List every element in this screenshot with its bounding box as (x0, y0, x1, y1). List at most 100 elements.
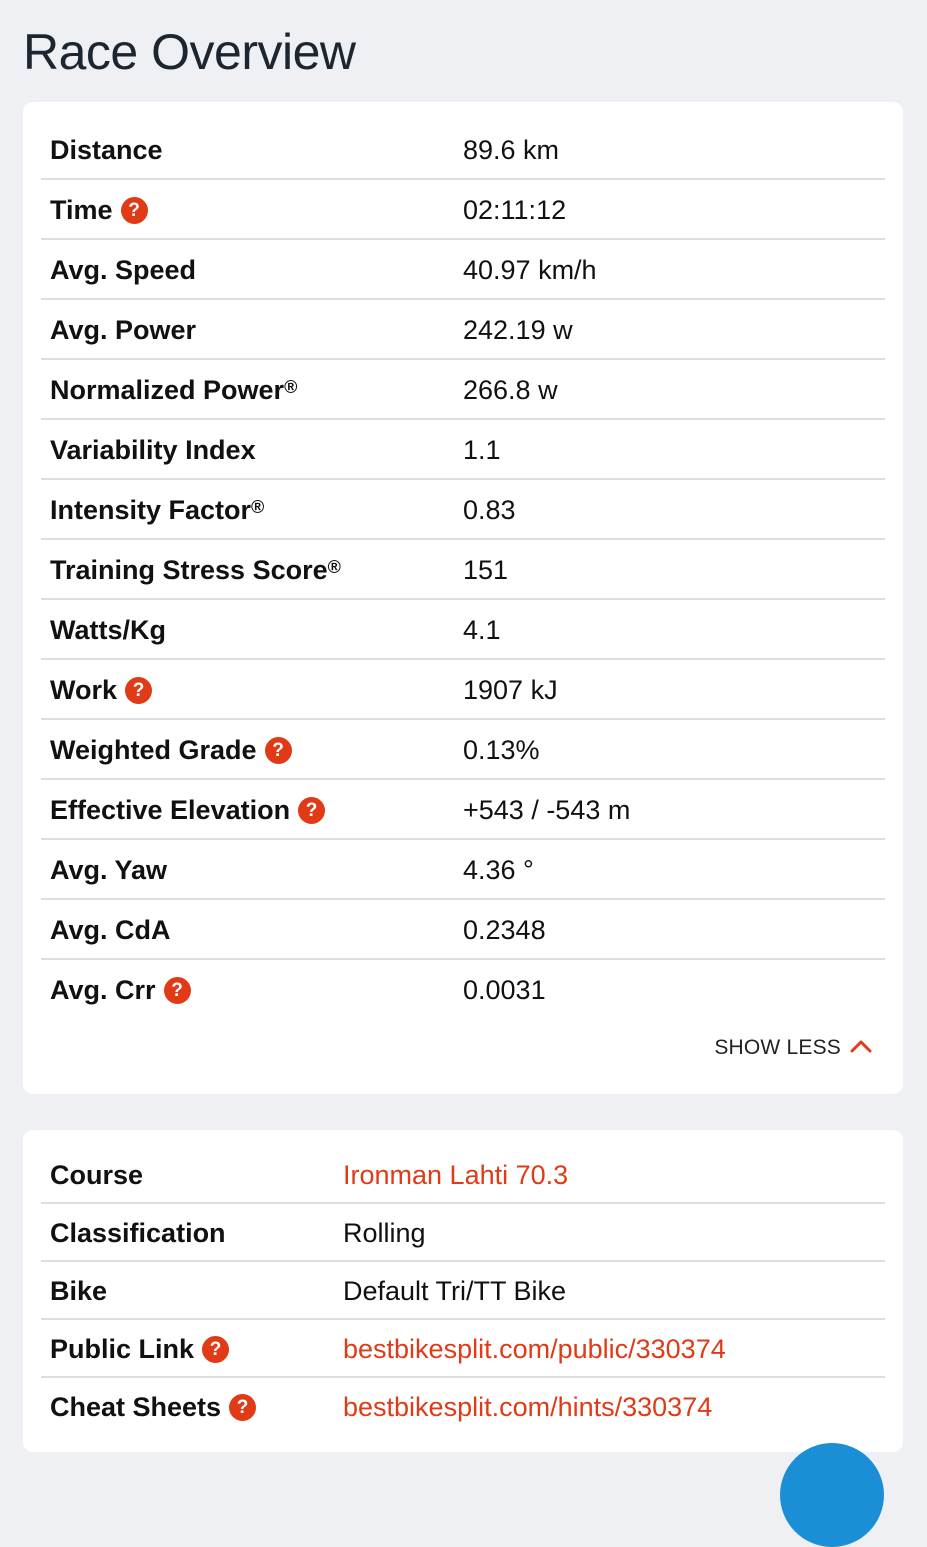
row-value: 89.6 km (463, 134, 560, 165)
row-label-text: Avg. Crr (50, 974, 156, 1005)
row-label-text: Distance (50, 134, 163, 165)
row-label-text: Intensity Factor (50, 494, 252, 525)
row-value: 4.36 ° (463, 854, 534, 885)
row-label-text: Public Link (50, 1333, 195, 1364)
row-value: 02:11:12 (463, 194, 567, 225)
table-row: Watts/Kg 4.1 (41, 600, 885, 660)
help-icon[interactable]: ? (163, 976, 191, 1004)
row-label: Variability Index (50, 435, 256, 466)
row-divider (41, 178, 885, 180)
row-divider (41, 1376, 885, 1378)
row-label: Time? (50, 195, 148, 226)
row-value: 242.19 w (463, 314, 573, 345)
row-label: Cheat Sheets? (50, 1391, 257, 1423)
row-label-text: Weighted Grade (50, 734, 257, 765)
row-label-text: Avg. Yaw (50, 854, 168, 885)
row-divider (41, 598, 885, 600)
row-label: Bike (50, 1276, 107, 1307)
row-label: Avg. Crr? (50, 975, 191, 1006)
table-row: Training Stress Score ® 151 (41, 540, 885, 600)
row-divider (41, 298, 885, 300)
row-label: Weighted Grade? (50, 735, 292, 766)
row-label-text: Avg. Speed (50, 254, 197, 285)
row-divider (41, 1260, 885, 1262)
help-icon[interactable]: ? (229, 1393, 257, 1421)
row-label-text: Effective Elevation (50, 794, 291, 825)
row-label: Avg. Speed (50, 255, 196, 286)
show-less-button[interactable]: SHOW LESS (714, 1036, 873, 1060)
table-row: Classification Rolling (41, 1204, 885, 1262)
page-title: Race Overview (23, 24, 356, 80)
table-row: Avg. Crr? 0.0031 (41, 960, 885, 1020)
table-row: Work? 1907 kJ (41, 660, 885, 720)
row-label: Course (50, 1160, 143, 1191)
row-divider (41, 1202, 885, 1204)
row-value-link[interactable]: Ironman Lahti 70.3 (343, 1159, 569, 1190)
row-divider (41, 958, 885, 960)
row-divider (41, 478, 885, 480)
table-row: Normalized Power ® 266.8 w (41, 360, 885, 420)
row-label-text: Variability Index (50, 434, 256, 465)
row-label-text: Avg. CdA (50, 914, 171, 945)
chevron-up-icon (849, 1036, 873, 1060)
table-row: Cheat Sheets? bestbikesplit.com/hints/330… (41, 1378, 885, 1436)
row-value: 0.0031 (463, 974, 546, 1005)
row-divider (41, 658, 885, 660)
race-details-card: Course Ironman Lahti 70.3 Classification Ro… (23, 1130, 903, 1452)
table-row: Variability Index 1.1 (41, 420, 885, 480)
row-divider (41, 778, 885, 780)
table-row: Course Ironman Lahti 70.3 (41, 1146, 885, 1204)
row-label: Intensity Factor ® (50, 495, 264, 526)
row-divider (41, 418, 885, 420)
row-label-text: Training Stress Score (50, 554, 328, 585)
row-divider (41, 898, 885, 900)
row-divider (41, 358, 885, 360)
race-overview-card: Distance 89.6 km Time? 02:11:12 Avg. Speed 40… (23, 102, 903, 1094)
row-divider (41, 538, 885, 540)
row-value: 0.83 (463, 494, 516, 525)
table-row: Avg. Yaw 4.36 ° (41, 840, 885, 900)
floating-action-button[interactable] (780, 1443, 884, 1547)
row-label-text: Watts/Kg (50, 614, 166, 645)
table-row: Distance 89.6 km (41, 120, 885, 180)
row-value-link[interactable]: bestbikesplit.com/public/330374 (343, 1333, 726, 1364)
help-icon[interactable]: ? (125, 676, 153, 704)
row-label-text: Time (50, 194, 113, 225)
table-row: Effective Elevation? +543 / -543 m (41, 780, 885, 840)
help-icon[interactable]: ? (298, 796, 326, 824)
row-divider (41, 238, 885, 240)
row-value-link[interactable]: bestbikesplit.com/hints/330374 (343, 1391, 713, 1422)
row-value: 0.13% (463, 734, 540, 765)
table-row: Avg. Power 242.19 w (41, 300, 885, 360)
row-label: Avg. Yaw (50, 855, 167, 886)
row-value: 4.1 (463, 614, 501, 645)
table-row: Intensity Factor ® 0.83 (41, 480, 885, 540)
table-row: Public Link? bestbikesplit.com/public/330… (41, 1320, 885, 1378)
row-value: 1907 kJ (463, 674, 558, 705)
row-label-text: Cheat Sheets (50, 1391, 222, 1422)
row-label: Distance (50, 135, 163, 166)
help-icon[interactable]: ? (264, 736, 292, 764)
row-label-text: Avg. Power (50, 314, 197, 345)
registered-mark: ® (251, 496, 265, 517)
row-divider (41, 838, 885, 840)
table-row: Weighted Grade? 0.13% (41, 720, 885, 780)
row-label-text: Classification (50, 1217, 226, 1248)
row-label-text: Course (50, 1159, 144, 1190)
registered-mark: ® (327, 556, 341, 577)
registered-mark: ® (284, 376, 298, 397)
row-label: Training Stress Score ® (50, 555, 341, 586)
table-row: Avg. Speed 40.97 km/h (41, 240, 885, 300)
row-divider (41, 1318, 885, 1320)
row-value: 151 (463, 554, 509, 585)
table-row: Time? 02:11:12 (41, 180, 885, 240)
row-value: +543 / -543 m (463, 794, 631, 825)
table-row: Avg. CdA 0.2348 (41, 900, 885, 960)
help-icon[interactable]: ? (202, 1335, 230, 1363)
row-label: Work? (50, 675, 153, 706)
row-divider (41, 718, 885, 720)
help-icon[interactable]: ? (120, 196, 148, 224)
row-value: 0.2348 (463, 914, 546, 945)
row-value: 40.97 km/h (463, 254, 597, 285)
show-less-label: SHOW LESS (714, 1036, 841, 1059)
